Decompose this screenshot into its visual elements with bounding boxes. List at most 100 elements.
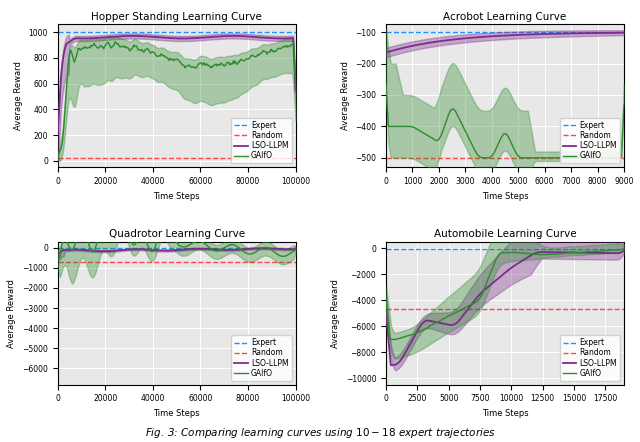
Y-axis label: Average Reward: Average Reward: [14, 61, 23, 130]
Line: GAIfO: GAIfO: [58, 42, 296, 157]
LSO-LLPM: [447, 322, 454, 328]
Expert: [54, 29, 61, 34]
GAIfO: [478, 155, 486, 160]
GAIfO: [292, 88, 300, 94]
LSO-LLPM: [393, 361, 401, 366]
Expert: [54, 29, 61, 34]
LSO-LLPM: [271, 246, 279, 251]
GAIfO: [601, 248, 609, 253]
GAIfO: [507, 140, 515, 145]
GAIfO: [118, 214, 126, 219]
GAIfO: [609, 248, 617, 253]
Expert: [382, 247, 390, 252]
GAIfO: [382, 297, 390, 303]
Text: Fig. 3: Comparing learning curves using $10-18$ expert trajectories: Fig. 3: Comparing learning curves using …: [145, 426, 495, 440]
Y-axis label: Average Reward: Average Reward: [331, 278, 340, 347]
Legend: Expert, Random, LSO-LLPM, GAIfO: Expert, Random, LSO-LLPM, GAIfO: [559, 335, 620, 381]
LSO-LLPM: [428, 319, 435, 324]
Random: [382, 155, 390, 160]
LSO-LLPM: [620, 248, 628, 254]
LSO-LLPM: [608, 30, 616, 35]
Random: [54, 259, 61, 264]
Line: GAIfO: GAIfO: [386, 249, 624, 339]
GAIfO: [271, 250, 279, 255]
Title: Acrobot Learning Curve: Acrobot Learning Curve: [444, 12, 566, 22]
GAIfO: [397, 335, 405, 340]
Random: [54, 259, 61, 264]
GAIfO: [292, 247, 300, 252]
LSO-LLPM: [292, 246, 300, 251]
GAIfO: [428, 323, 435, 328]
GAIfO: [195, 61, 203, 66]
LSO-LLPM: [195, 35, 202, 41]
LSO-LLPM: [601, 250, 609, 255]
Legend: Expert, Random, LSO-LLPM, GAIfO: Expert, Random, LSO-LLPM, GAIfO: [559, 118, 620, 164]
GAIfO: [620, 246, 628, 251]
GAIfO: [382, 82, 390, 87]
LSO-LLPM: [195, 35, 203, 41]
X-axis label: Time Steps: Time Steps: [482, 409, 529, 418]
LSO-LLPM: [54, 250, 62, 255]
Line: LSO-LLPM: LSO-LLPM: [386, 33, 624, 53]
GAIfO: [255, 53, 263, 58]
LSO-LLPM: [382, 310, 390, 316]
Line: GAIfO: GAIfO: [386, 84, 624, 158]
Y-axis label: Average Reward: Average Reward: [340, 61, 349, 130]
LSO-LLPM: [195, 246, 203, 251]
Expert: [54, 245, 61, 250]
Expert: [382, 247, 390, 252]
GAIfO: [196, 239, 204, 244]
LSO-LLPM: [428, 40, 436, 45]
GAIfO: [111, 39, 119, 45]
LSO-LLPM: [200, 35, 207, 40]
GAIfO: [54, 155, 61, 160]
LSO-LLPM: [200, 246, 208, 251]
GAIfO: [200, 60, 208, 65]
Random: [382, 155, 390, 160]
LSO-LLPM: [54, 119, 62, 125]
LSO-LLPM: [255, 246, 263, 251]
GAIfO: [55, 257, 63, 263]
Line: LSO-LLPM: LSO-LLPM: [58, 248, 296, 253]
GAIfO: [54, 255, 61, 261]
GAIfO: [620, 103, 628, 108]
Title: Quadrotor Learning Curve: Quadrotor Learning Curve: [109, 229, 244, 240]
LSO-LLPM: [56, 251, 64, 256]
Random: [54, 156, 61, 161]
GAIfO: [54, 257, 62, 262]
GAIfO: [197, 239, 205, 244]
GAIfO: [393, 336, 401, 342]
LSO-LLPM: [270, 36, 278, 41]
LSO-LLPM: [54, 132, 61, 137]
GAIfO: [611, 155, 618, 160]
Random: [54, 156, 61, 161]
Title: Hopper Standing Learning Curve: Hopper Standing Learning Curve: [91, 12, 262, 22]
Random: [382, 306, 390, 312]
LSO-LLPM: [505, 33, 513, 38]
Title: Automobile Learning Curve: Automobile Learning Curve: [434, 229, 577, 240]
GAIfO: [428, 135, 436, 141]
LSO-LLPM: [438, 38, 445, 44]
LSO-LLPM: [196, 246, 204, 251]
Line: LSO-LLPM: LSO-LLPM: [386, 251, 624, 365]
X-axis label: Time Steps: Time Steps: [153, 409, 200, 418]
LSO-LLPM: [292, 88, 300, 93]
LSO-LLPM: [259, 246, 266, 251]
LSO-LLPM: [397, 356, 405, 362]
Expert: [54, 245, 61, 250]
LSO-LLPM: [609, 251, 617, 256]
Line: GAIfO: GAIfO: [58, 217, 296, 260]
Y-axis label: Average Reward: Average Reward: [8, 278, 17, 347]
LSO-LLPM: [620, 30, 628, 35]
LSO-LLPM: [229, 33, 237, 38]
GAIfO: [270, 48, 278, 53]
GAIfO: [54, 153, 62, 158]
LSO-LLPM: [382, 50, 390, 55]
LSO-LLPM: [54, 249, 61, 255]
GAIfO: [527, 155, 534, 160]
X-axis label: Time Steps: Time Steps: [482, 191, 529, 201]
Legend: Expert, Random, LSO-LLPM, GAIfO: Expert, Random, LSO-LLPM, GAIfO: [231, 118, 292, 164]
X-axis label: Time Steps: Time Steps: [153, 191, 200, 201]
LSO-LLPM: [524, 32, 532, 37]
Line: LSO-LLPM: LSO-LLPM: [58, 36, 296, 134]
